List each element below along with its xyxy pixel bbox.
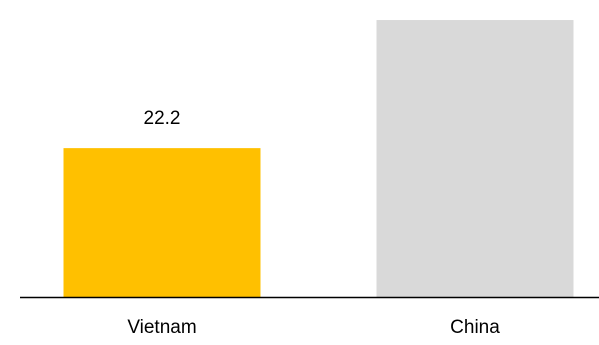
category-label-china: China — [450, 317, 500, 338]
bar-china — [376, 20, 574, 297]
data-label-china: 41.3 — [457, 0, 494, 1]
category-labels-group: Vietnam China — [127, 317, 500, 338]
value-labels-group: 22.2 41.3 — [144, 0, 494, 129]
bars-group — [63, 20, 574, 297]
data-label-vietnam: 22.2 — [144, 108, 181, 129]
bar-vietnam — [63, 148, 261, 297]
category-label-vietnam: Vietnam — [127, 317, 196, 338]
